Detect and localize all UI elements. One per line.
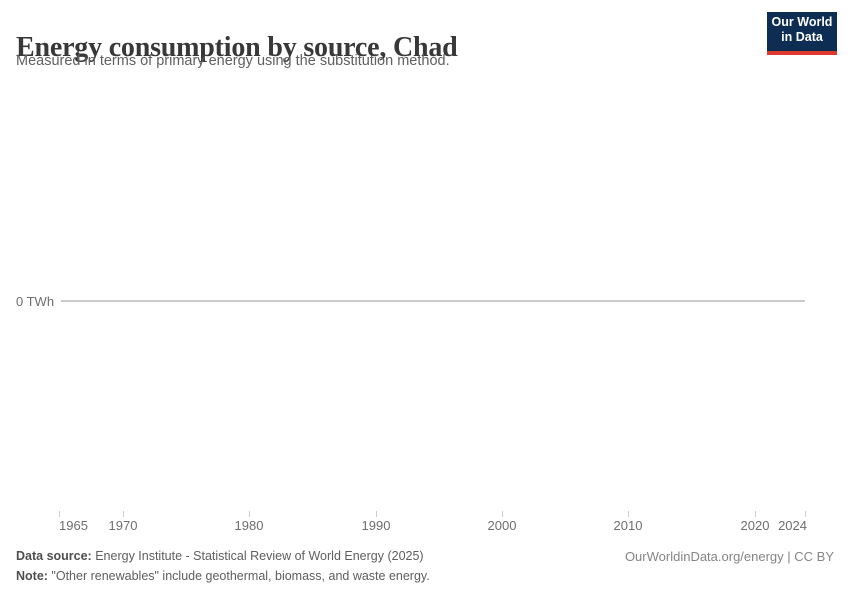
zero-axis-line: [61, 300, 805, 302]
x-tick-label-1990: 1990: [361, 518, 391, 533]
x-tick-label-2020: 2020: [740, 518, 770, 533]
x-tick-1965: [59, 511, 60, 517]
x-tick-1990: [376, 511, 377, 517]
x-tick-label-2010: 2010: [613, 518, 643, 533]
footer-note-value: "Other renewables" include geothermal, b…: [47, 569, 430, 583]
y-axis-zero-label: 0 TWh: [16, 294, 55, 309]
x-tick-2024: [805, 511, 806, 517]
page-title: Energy consumption by source, Chad: [16, 31, 458, 63]
footer-data-source-value: Energy Institute - Statistical Review of…: [91, 549, 424, 563]
x-tick-1970: [123, 511, 124, 517]
owid-logo[interactable]: Our World in Data: [767, 12, 837, 55]
owid-logo-line2: in Data: [781, 30, 823, 44]
footer-note-label: Note:: [16, 569, 48, 583]
footer-data-source-label: Data source:: [16, 549, 92, 563]
x-tick-label-1965: 1965: [59, 518, 88, 533]
x-tick-label-2000: 2000: [487, 518, 517, 533]
x-tick-label-1970: 1970: [108, 518, 138, 533]
footer-note: Note: "Other renewables" include geother…: [16, 569, 430, 584]
footer-data-source: Data source: Energy Institute - Statisti…: [16, 549, 424, 564]
x-tick-2020: [755, 511, 756, 517]
x-tick-label-2024: 2024: [778, 518, 807, 533]
chart-subtitle: Measured in terms of primary energy usin…: [16, 53, 450, 69]
x-tick-label-1980: 1980: [234, 518, 264, 533]
x-tick-2010: [628, 511, 629, 517]
x-tick-1980: [249, 511, 250, 517]
footer-url-license[interactable]: OurWorldinData.org/energy | CC BY: [624, 549, 834, 564]
x-tick-2000: [502, 511, 503, 517]
owid-logo-line1: Our World: [771, 15, 833, 29]
